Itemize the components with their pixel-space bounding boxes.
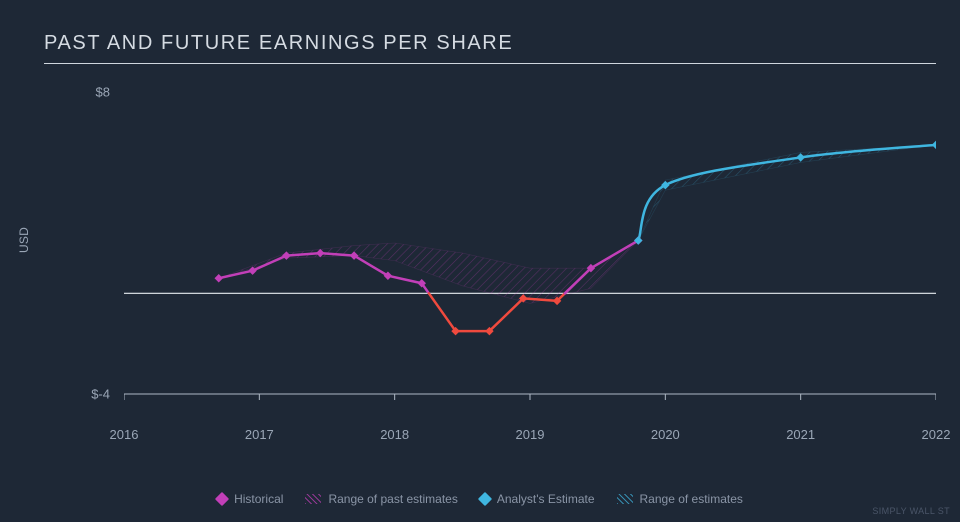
legend-label: Range of estimates bbox=[640, 492, 743, 506]
y-tick: $8 bbox=[78, 85, 110, 100]
attribution: SIMPLY WALL ST bbox=[872, 506, 950, 516]
legend-item-future-range: Range of estimates bbox=[617, 492, 743, 506]
x-tick: 2016 bbox=[110, 427, 139, 442]
eps-chart: PAST AND FUTURE EARNINGS PER SHARE USD $… bbox=[0, 0, 960, 522]
chart-svg bbox=[124, 74, 936, 424]
x-tick: 2017 bbox=[245, 427, 274, 442]
x-tick: 2022 bbox=[922, 427, 951, 442]
legend-label: Range of past estimates bbox=[328, 492, 457, 506]
diamond-icon bbox=[478, 492, 492, 506]
y-axis-label: USD bbox=[17, 227, 31, 253]
diamond-icon bbox=[215, 492, 229, 506]
y-tick: $-4 bbox=[78, 387, 110, 402]
hatch-icon bbox=[305, 494, 321, 504]
hatch-icon bbox=[617, 494, 633, 504]
legend-label: Historical bbox=[234, 492, 283, 506]
x-tick: 2021 bbox=[786, 427, 815, 442]
legend: Historical Range of past estimates Analy… bbox=[0, 492, 960, 506]
x-tick: 2018 bbox=[380, 427, 409, 442]
x-tick: 2020 bbox=[651, 427, 680, 442]
legend-item-historical: Historical bbox=[217, 492, 283, 506]
legend-item-analyst: Analyst's Estimate bbox=[480, 492, 595, 506]
legend-item-past-range: Range of past estimates bbox=[305, 492, 457, 506]
plot-area: USD $8 $-4 2016201720182019202020212022 bbox=[44, 74, 936, 444]
x-tick: 2019 bbox=[516, 427, 545, 442]
legend-label: Analyst's Estimate bbox=[497, 492, 595, 506]
chart-title: PAST AND FUTURE EARNINGS PER SHARE bbox=[44, 32, 936, 64]
